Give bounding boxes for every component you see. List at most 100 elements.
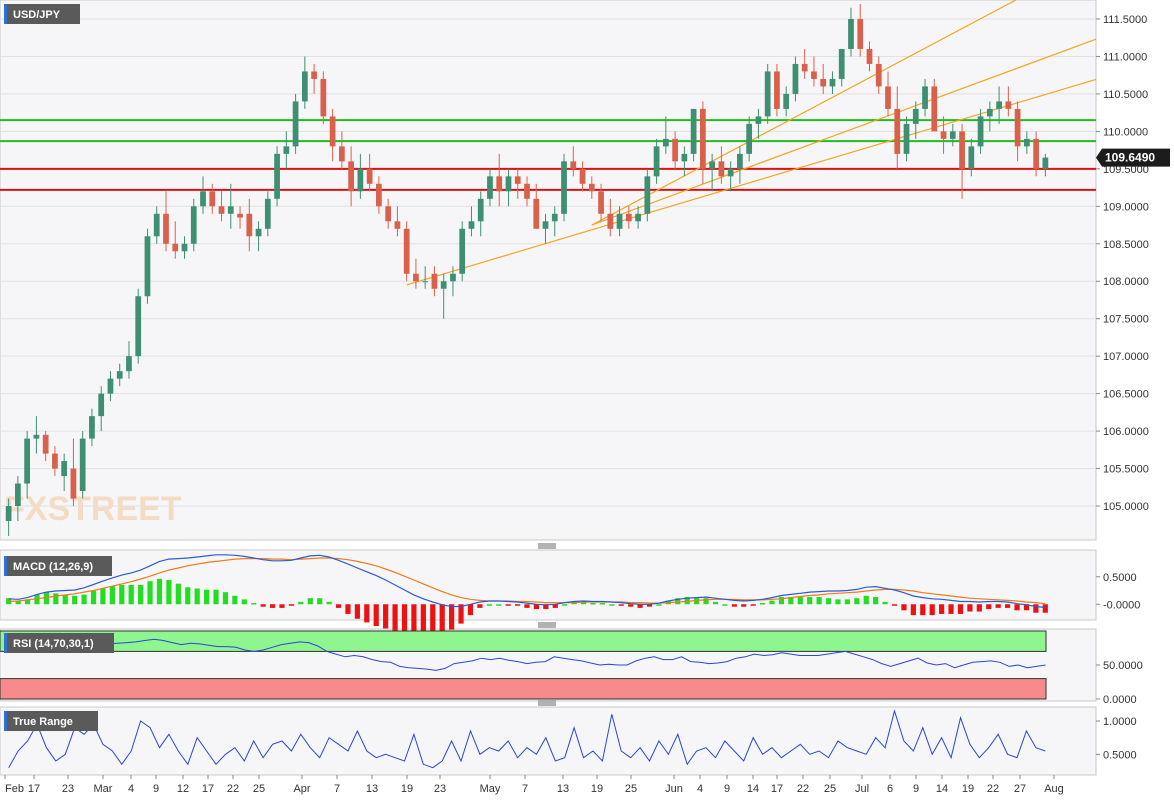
macd-histogram-bar [288, 604, 295, 606]
candle-body [385, 206, 392, 222]
candle [746, 116, 753, 162]
macd-histogram-bar [166, 580, 172, 605]
macd-histogram-bar [411, 604, 417, 637]
candle-body [857, 18, 864, 49]
macd-histogram-bar [854, 598, 860, 605]
candle-body [477, 198, 484, 222]
macd-histogram-bar [354, 604, 360, 619]
candle-body [774, 71, 780, 109]
macd-histogram-bar [957, 604, 964, 614]
candle-body [153, 213, 160, 237]
splitter-macd[interactable] [538, 543, 556, 549]
macd-histogram-bar [684, 596, 690, 605]
price-panel-frame [0, 0, 1097, 541]
tr-badge[interactable]: True Range [4, 711, 98, 731]
x-tick-label: 19 [962, 783, 974, 795]
candle [116, 363, 123, 387]
macd-histogram-bar [467, 604, 474, 616]
candle-body [116, 371, 123, 379]
macd-histogram-bar [439, 604, 445, 634]
candle [459, 221, 466, 282]
candle [700, 101, 706, 184]
candle-body [820, 78, 827, 87]
price-tick-label: 107.5000 [1103, 314, 1149, 326]
candle-body [468, 221, 475, 229]
macd-badge[interactable]: MACD (12,26,9) [4, 556, 112, 576]
candle [209, 183, 216, 214]
tr-tick-label: 1.0000 [1103, 716, 1137, 728]
macd-histogram-bar [835, 599, 841, 605]
candle-body [727, 168, 734, 177]
candle-body [829, 78, 836, 87]
candle [98, 386, 105, 432]
macd-histogram-bar [599, 603, 605, 605]
candle [737, 146, 743, 184]
macd-histogram-bar [81, 594, 87, 605]
candle-body [681, 153, 688, 162]
candle-body [959, 131, 965, 169]
last-price-label: 109.6490 [1105, 151, 1155, 165]
candle [403, 221, 410, 282]
candle [792, 56, 799, 102]
x-tick-label: 17 [202, 783, 214, 795]
candle-body [875, 63, 882, 87]
macd-histogram-bar [1004, 604, 1011, 608]
candle-body [431, 273, 438, 289]
candle [598, 183, 604, 222]
candle-body [422, 281, 429, 283]
candle-body [218, 206, 225, 214]
candle [811, 56, 817, 87]
macd-histogram-bar [24, 599, 31, 605]
rsi-tick-label: 50.0000 [1103, 660, 1143, 672]
macd-histogram-bar [109, 586, 115, 605]
candle [496, 153, 503, 207]
candle [533, 183, 540, 229]
candle-body [264, 198, 271, 229]
candle-body [616, 213, 623, 229]
candle [848, 7, 854, 57]
candle [440, 273, 447, 319]
candle-body [912, 108, 919, 124]
price-tick-label: 105.0000 [1103, 501, 1149, 513]
candle-body [801, 63, 808, 72]
candle-body [440, 281, 447, 289]
macd-histogram-bar [185, 587, 191, 605]
candle [274, 146, 280, 207]
macd-histogram-bar [873, 596, 879, 605]
macd-histogram-bar [335, 604, 342, 608]
price-tick-label: 108.5000 [1103, 239, 1149, 251]
x-tick-label: 22 [987, 783, 999, 795]
candle [135, 288, 142, 364]
price-tick-label: 110.5000 [1103, 89, 1148, 101]
macd-histogram-bar [646, 604, 653, 607]
x-tick-label: Feb [5, 783, 24, 795]
macd-histogram-bar [741, 604, 747, 607]
candle [1033, 131, 1039, 177]
candle-body [625, 213, 632, 222]
candle [709, 153, 716, 192]
tr-tick-label: 0.5000 [1103, 749, 1137, 761]
candle-body [209, 191, 216, 207]
candle-body [598, 191, 604, 214]
symbol-label: USD/JPY [13, 9, 61, 21]
macd-histogram-bar [373, 604, 379, 627]
x-tick-label: 17 [771, 783, 783, 795]
macd-histogram-bar [750, 604, 756, 606]
x-tick-label: 19 [591, 783, 603, 795]
macd-histogram-bar [514, 604, 521, 606]
candle [246, 198, 253, 252]
candle-body [227, 206, 234, 214]
splitter-tr[interactable] [538, 700, 556, 706]
candle [292, 93, 299, 154]
splitter-rsi[interactable] [538, 622, 556, 628]
macd-histogram-bar [251, 603, 257, 605]
macd-histogram-bar [477, 604, 483, 608]
macd-histogram-bar [910, 604, 916, 616]
candle [52, 446, 58, 477]
symbol-badge[interactable]: USD/JPY [4, 4, 80, 24]
macd-histogram-bar [882, 601, 888, 605]
x-tick-label: 9 [153, 783, 159, 795]
candle [477, 191, 484, 237]
candle-body [413, 273, 419, 282]
rsi-badge[interactable]: RSI (14,70,30,1) [4, 633, 114, 653]
